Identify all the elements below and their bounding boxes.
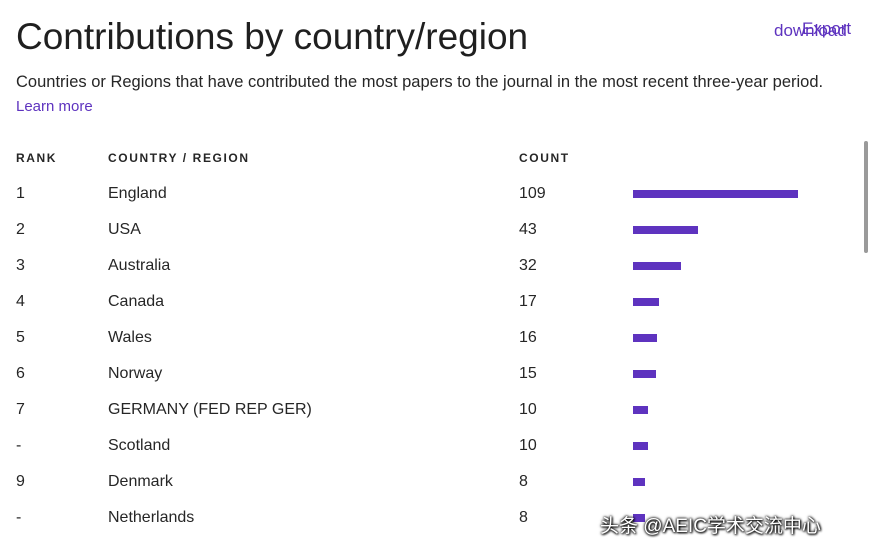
table-row: 2 USA 43 xyxy=(0,212,860,248)
count-cell: 17 xyxy=(519,293,537,310)
count-bar xyxy=(633,478,645,486)
description-text: Countries or Regions that have contribut… xyxy=(16,73,824,91)
count-cell: 10 xyxy=(519,401,537,418)
table-row: 6 Norway 15 xyxy=(0,356,860,392)
table-row: 4 Canada 17 xyxy=(0,284,860,320)
watermark: 头条 @AEIC学术交流中心 xyxy=(600,516,821,537)
column-header-count: COUNT xyxy=(519,151,570,165)
rank-cell: 7 xyxy=(16,401,25,418)
count-cell: 10 xyxy=(519,437,537,454)
rank-cell: 2 xyxy=(16,221,25,238)
table-row: 5 Wales 16 xyxy=(0,320,860,356)
country-cell: Norway xyxy=(108,365,163,382)
rank-cell: 4 xyxy=(16,293,25,310)
export-download-link[interactable]: download Export xyxy=(774,19,851,42)
count-bar xyxy=(633,262,681,270)
country-cell: Wales xyxy=(108,329,152,346)
column-header-rank: RANK xyxy=(16,151,58,165)
rank-cell: 5 xyxy=(16,329,25,346)
scrollbar-thumb[interactable] xyxy=(864,141,868,253)
table-row: - Scotland 10 xyxy=(0,428,860,464)
count-cell: 109 xyxy=(519,185,546,202)
count-bar xyxy=(633,370,656,378)
country-cell: Denmark xyxy=(108,473,173,490)
description: Countries or Regions that have contribut… xyxy=(16,70,856,119)
country-cell: Australia xyxy=(108,257,171,274)
country-cell: USA xyxy=(108,221,141,238)
count-cell: 15 xyxy=(519,365,537,382)
table-row: 1 England 109 xyxy=(0,176,860,212)
count-cell: 8 xyxy=(519,509,528,526)
page-title: Contributions by country/region xyxy=(16,16,529,57)
count-cell: 8 xyxy=(519,473,528,490)
rank-cell: 3 xyxy=(16,257,25,274)
count-bar xyxy=(633,190,798,198)
count-bar xyxy=(633,442,648,450)
count-cell: 43 xyxy=(519,221,537,238)
country-cell: Netherlands xyxy=(108,509,195,526)
column-header-country: COUNTRY / REGION xyxy=(108,151,250,165)
count-cell: 16 xyxy=(519,329,537,346)
count-cell: 32 xyxy=(519,257,537,274)
country-cell: Scotland xyxy=(108,437,171,454)
country-cell: Canada xyxy=(108,293,165,310)
rank-cell: 9 xyxy=(16,473,25,490)
table-row: 9 Denmark 8 xyxy=(0,464,860,500)
table-row: 7 GERMANY (FED REP GER) 10 xyxy=(0,392,860,428)
count-bar xyxy=(633,514,645,522)
count-bar xyxy=(633,298,659,306)
rank-cell: 6 xyxy=(16,365,25,382)
rank-cell: - xyxy=(16,509,22,526)
count-bar xyxy=(633,226,698,234)
rank-cell: 1 xyxy=(16,185,25,202)
table-row: 3 Australia 32 xyxy=(0,248,860,284)
learn-more-link[interactable]: Learn more xyxy=(16,98,93,115)
count-bar xyxy=(633,334,657,342)
country-cell: England xyxy=(108,185,167,202)
rank-cell: - xyxy=(16,437,22,454)
country-cell: GERMANY (FED REP GER) xyxy=(108,401,312,418)
download-label: download xyxy=(774,21,847,40)
table-row: - Netherlands 8 xyxy=(0,500,860,536)
export-label: Export xyxy=(802,19,852,38)
count-bar xyxy=(633,406,648,414)
